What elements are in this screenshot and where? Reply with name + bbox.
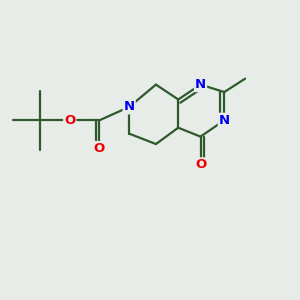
Text: O: O: [195, 158, 206, 171]
Text: O: O: [94, 142, 105, 155]
Text: N: N: [124, 100, 135, 113]
Text: O: O: [64, 114, 75, 127]
Text: N: N: [195, 78, 206, 91]
Text: N: N: [219, 114, 230, 127]
